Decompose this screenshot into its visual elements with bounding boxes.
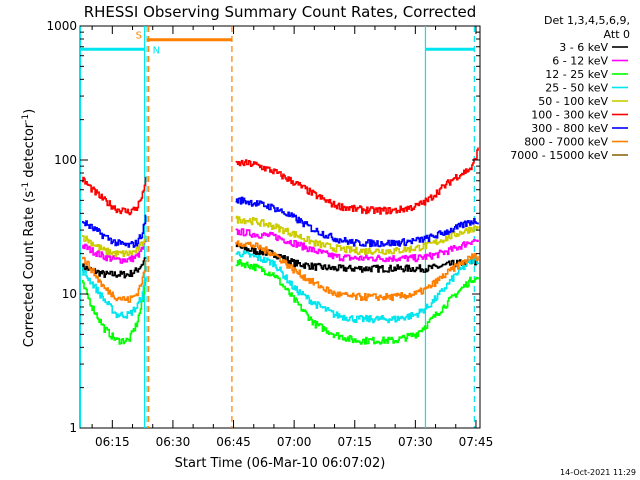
legend-label-0: 3 - 6 keV xyxy=(559,41,608,54)
y-tick-label-1: 10 xyxy=(62,287,77,301)
y-axis-label-suffix: ) xyxy=(22,109,37,114)
series-line-5-0 xyxy=(82,176,147,216)
series-line-7-0 xyxy=(82,256,147,303)
plot-area: SN xyxy=(79,25,481,429)
x-tick-label-1: 06:30 xyxy=(156,435,191,449)
legend-label-5: 100 - 300 keV xyxy=(531,109,608,122)
series-line-5-1 xyxy=(235,147,479,215)
series-4 xyxy=(82,215,479,258)
legend-header-line-2: Att 0 xyxy=(604,28,630,41)
y-tick-label-3: 1000 xyxy=(46,19,77,33)
annotation-s: S xyxy=(136,31,142,42)
y-axis: 1 10 100 1000 xyxy=(46,19,480,435)
y-axis-label-prefix: Corrected Count Rate (s xyxy=(22,191,37,348)
y-tick-label-2: 100 xyxy=(54,153,77,167)
series-line-4-1 xyxy=(235,215,479,256)
series-line-7-1 xyxy=(235,240,479,302)
legend-label-8: 7000 - 15000 keV xyxy=(510,149,608,162)
legend-label-1: 6 - 12 keV xyxy=(552,55,608,68)
series-line-2-1 xyxy=(235,259,479,345)
legend-label-4: 50 - 100 keV xyxy=(538,95,608,108)
series-6 xyxy=(82,196,479,248)
series-1 xyxy=(82,228,479,264)
y-axis-label-sup: -1 xyxy=(21,182,31,191)
footer-timestamp: 14-Oct-2021 11:29 xyxy=(560,468,636,477)
y-axis-label-mid: detector xyxy=(22,122,37,182)
series-line-1-1 xyxy=(235,228,479,263)
series-7 xyxy=(82,240,479,303)
series-line-2-0 xyxy=(82,279,147,345)
chart-title: RHESSI Observing Summary Count Rates, Co… xyxy=(84,3,477,21)
x-tick-label-0: 06:15 xyxy=(95,435,130,449)
x-tick-label-6: 07:45 xyxy=(459,435,494,449)
legend-label-7: 800 - 7000 keV xyxy=(524,136,608,149)
y-axis-label: Corrected Count Rate (s-1 detector-1) xyxy=(21,109,37,347)
annotation-n: N xyxy=(153,45,160,56)
series-line-4-0 xyxy=(82,235,147,258)
series-5 xyxy=(82,147,479,216)
series-line-0-1 xyxy=(235,242,479,273)
x-tick-label-2: 06:45 xyxy=(216,435,251,449)
legend-label-2: 12 - 25 keV xyxy=(545,68,608,81)
series-line-3-0 xyxy=(82,267,147,319)
series-line-6-0 xyxy=(82,214,147,248)
x-tick-label-4: 07:15 xyxy=(337,435,372,449)
legend-header-line-1: Det 1,3,4,5,6,9, xyxy=(544,14,630,27)
y-tick-label-0: 1 xyxy=(69,421,77,435)
series-3 xyxy=(82,250,479,324)
legend-label-6: 300 - 800 keV xyxy=(531,122,608,135)
x-tick-label-5: 07:30 xyxy=(398,435,433,449)
series-line-3-1 xyxy=(235,250,479,324)
x-tick-label-3: 07:00 xyxy=(277,435,312,449)
x-axis: 06:15 06:30 06:45 07:00 07:15 07:30 07:45 xyxy=(91,26,494,449)
series-line-6-1 xyxy=(235,196,479,248)
series-2 xyxy=(82,259,479,345)
series-line-1-0 xyxy=(82,239,147,264)
legend-label-3: 25 - 50 keV xyxy=(545,82,608,95)
y-axis-label-sup2: -1 xyxy=(21,114,31,123)
x-axis-label: Start Time (06-Mar-10 06:07:02) xyxy=(175,456,386,471)
series-line-0-0 xyxy=(82,257,147,279)
